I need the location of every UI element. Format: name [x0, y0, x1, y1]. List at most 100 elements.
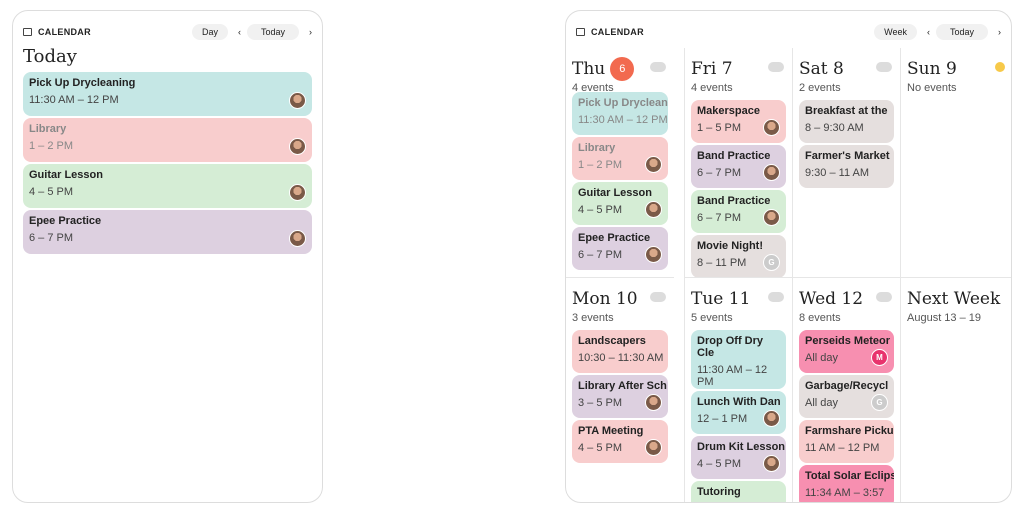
weather-icon	[995, 62, 1005, 72]
event-title: Farmer's Market	[805, 150, 890, 162]
weather-icon	[876, 292, 892, 302]
day-name: Next Week	[907, 287, 1007, 311]
event[interactable]: Library After Sch 3 – 5 PM	[572, 375, 668, 418]
event-time: 3 – 5 PM	[578, 397, 623, 409]
next[interactable]: ›	[998, 27, 1001, 37]
event-time: 4 – 5 PM	[578, 442, 623, 454]
event[interactable]: Guitar Lesson 4 – 5 PM	[23, 164, 312, 208]
day-cell: Wed 12 8 events Perseids Meteor All day M Gar…	[792, 277, 900, 502]
event-title: Epee Practice	[29, 215, 102, 227]
prev[interactable]: ‹	[926, 27, 930, 37]
event-list: Makerspace 1 – 5 PM Band Practice 6 – 7 PM B…	[691, 100, 786, 277]
event[interactable]: Makerspace 1 – 5 PM	[691, 100, 786, 143]
event[interactable]: Farmer's Market 9:30 – 11 AM	[799, 145, 894, 188]
event-title: PTA Meeting	[578, 425, 644, 437]
event-title: Band Practice	[697, 150, 771, 162]
avatar: G	[871, 394, 888, 411]
event[interactable]: Epee Practice 6 – 7 PM	[23, 210, 312, 254]
event[interactable]: Farmshare Picku 11 AM – 12 PM	[799, 420, 894, 463]
avatar	[645, 439, 662, 456]
avatar	[763, 410, 780, 427]
event[interactable]: Movie Night! 8 – 11 PM G	[691, 235, 786, 277]
event-time: 8 – 11 PM	[697, 257, 747, 269]
view-select[interactable]: Week	[874, 24, 917, 40]
avatar	[289, 230, 306, 247]
event[interactable]: Garbage/Recycl All day G	[799, 375, 894, 418]
day-cell: Sun 9 No events	[900, 48, 1011, 277]
event-time: 12 – 1 PM	[697, 413, 748, 425]
event-time: 6 – 7 PM	[578, 249, 623, 261]
prev[interactable]: ‹	[237, 27, 241, 37]
event-list: Breakfast at the 8 – 9:30 AM Farmer's Mark…	[799, 100, 894, 188]
today-button[interactable]: Today	[246, 24, 299, 40]
day-label: Tue 11	[691, 289, 751, 309]
view-select[interactable]: Day	[191, 24, 228, 40]
event-title: Breakfast at the	[805, 105, 888, 117]
event-time: 11 AM – 12 PM	[805, 442, 880, 454]
weather-icon	[768, 62, 784, 72]
event[interactable]: Band Practice 6 – 7 PM	[691, 145, 786, 188]
event-time: All day	[805, 397, 839, 409]
day-summary: 3 events	[572, 312, 614, 324]
event-list: Drop Off Dry Cle 11:30 AM – 12 PM Lunch Wi…	[691, 330, 786, 502]
event[interactable]: PTA Meeting 4 – 5 PM	[572, 420, 668, 463]
event-title: Pick Up Drycleaning	[29, 77, 136, 89]
event-title: Library After Sch	[578, 380, 667, 392]
day-summary: 4 events	[572, 82, 614, 94]
event[interactable]: Landscapers 10:30 – 11:30 AM	[572, 330, 668, 373]
event-time: 4 – 5 PM	[29, 186, 74, 198]
event[interactable]: Pick Up Dryclean 11:30 AM – 12 PM	[572, 92, 668, 135]
event[interactable]: Breakfast at the 8 – 9:30 AM	[799, 100, 894, 143]
weather-icon	[650, 62, 666, 72]
event[interactable]: Library 1 – 2 PM	[572, 137, 668, 180]
event[interactable]: Library 1 – 2 PM	[23, 118, 312, 162]
avatar	[289, 92, 306, 109]
event-time: 1 – 2 PM	[29, 140, 74, 152]
event-title: Pick Up Dryclean	[578, 97, 668, 109]
event-title: Tutoring	[697, 486, 741, 498]
event-time: 10:30 – 11:30 AM	[578, 352, 664, 364]
event[interactable]: Lunch With Dan 12 – 1 PM	[691, 391, 786, 434]
avatar	[645, 246, 662, 263]
avatar	[763, 455, 780, 472]
event-title: Library	[29, 123, 67, 135]
next[interactable]: ›	[309, 27, 312, 37]
event-time: All day	[805, 352, 839, 364]
day-label: Mon 10	[572, 289, 638, 309]
event[interactable]: Band Practice 6 – 7 PM	[691, 190, 786, 233]
day-cell: Mon 10 3 events Landscapers 10:30 – 11:30 A…	[566, 277, 674, 502]
day-cell: Fri 7 4 events Makerspace 1 – 5 PM Band Prac…	[684, 48, 792, 277]
day-name: Fri 7	[691, 57, 786, 81]
event-time: 1 – 5 PM	[697, 122, 742, 134]
date-badge: 6	[610, 57, 635, 81]
avatar: M	[871, 349, 888, 366]
event[interactable]: Epee Practice 6 – 7 PM	[572, 227, 668, 270]
event[interactable]: Drum Kit Lesson 4 – 5 PM	[691, 436, 786, 479]
event-title: Garbage/Recycl	[805, 380, 889, 392]
day-name: Thu 6	[572, 57, 668, 81]
day-summary: 2 events	[799, 82, 841, 94]
avatar	[763, 209, 780, 226]
event-title: Makerspace	[697, 105, 760, 117]
event[interactable]: Perseids Meteor All day M	[799, 330, 894, 373]
header: CALENDAR Week ‹ Today ›	[576, 23, 1001, 41]
event[interactable]: Tutoring	[691, 481, 786, 502]
day-name: Sun 9	[907, 57, 1007, 81]
weather-icon	[876, 62, 892, 72]
event[interactable]: Pick Up Drycleaning 11:30 AM – 12 PM	[23, 72, 312, 116]
event[interactable]: Drop Off Dry Cle 11:30 AM – 12 PM	[691, 330, 786, 389]
today-button[interactable]: Today	[935, 24, 988, 40]
event[interactable]: Total Solar Eclips 11:34 AM – 3:57	[799, 465, 894, 502]
event-time: 9:30 – 11 AM	[805, 167, 870, 179]
avatar	[763, 164, 780, 181]
day-cell: Tue 11 5 events Drop Off Dry Cle 11:30 AM –…	[684, 277, 792, 502]
event-title: Total Solar Eclips	[805, 470, 894, 482]
event[interactable]: Guitar Lesson 4 – 5 PM	[572, 182, 668, 225]
avatar	[645, 156, 662, 173]
avatar	[645, 394, 662, 411]
avatar	[289, 138, 306, 155]
event-time: 11:30 AM – 12 PM	[697, 364, 768, 388]
event-time: 6 – 7 PM	[697, 212, 742, 224]
day-label: Wed 12	[799, 289, 864, 309]
